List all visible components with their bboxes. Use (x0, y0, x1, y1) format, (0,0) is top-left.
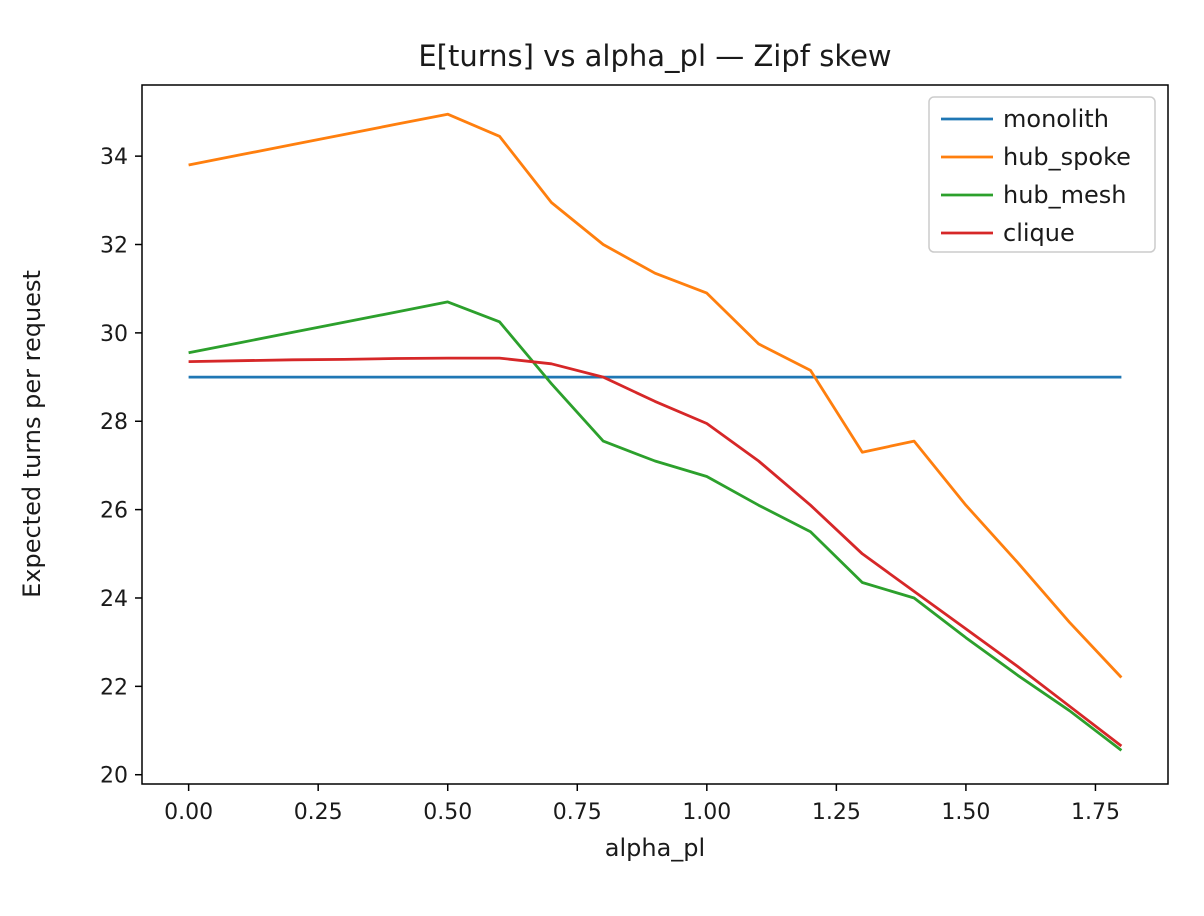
y-tick-label: 32 (100, 234, 128, 259)
legend: monolith hub_spoke hub_mesh clique (928, 96, 1156, 253)
series-line-hub_mesh (188, 300, 1123, 752)
legend-box (928, 96, 1156, 253)
series-line-hub_spoke (188, 112, 1123, 679)
y-tick-label: 26 (100, 499, 128, 524)
y-tick-label: 28 (100, 410, 128, 435)
chart-title: E[turns] vs alpha_pl — Zipf skew (418, 39, 891, 73)
x-tick-label: 1.00 (682, 800, 731, 825)
y-axis-label: Expected turns per request (18, 270, 46, 598)
y-tick-label: 20 (100, 764, 128, 789)
x-tick-label: 1.75 (1071, 800, 1120, 825)
legend-item: hub_mesh (941, 181, 1127, 209)
series-line-clique (188, 356, 1123, 748)
legend-item: monolith (941, 105, 1109, 133)
legend-item: hub_spoke (941, 143, 1131, 171)
legend-label-clique: clique (1003, 219, 1075, 247)
x-tick-label: 0.50 (423, 800, 472, 825)
axes-layer: 0.00 0.25 0.50 0.75 1.00 1.25 1.50 1.75 20 22 24 26… (100, 84, 1169, 825)
y-tick-label: 34 (100, 145, 128, 170)
y-tick-label: 30 (100, 322, 128, 347)
y-tick-label: 24 (100, 587, 128, 612)
x-tick-label: 0.00 (164, 800, 213, 825)
legend-label-hub-spoke: hub_spoke (1003, 143, 1131, 171)
y-tick-label: 22 (100, 675, 128, 700)
x-tick-label: 1.25 (812, 800, 861, 825)
series-layer (188, 112, 1123, 752)
x-tick-label: 0.75 (553, 800, 602, 825)
legend-label-monolith: monolith (1003, 105, 1109, 133)
x-tick-label: 0.25 (294, 800, 343, 825)
x-tick-label: 1.50 (941, 800, 990, 825)
legend-item: clique (941, 219, 1075, 247)
legend-label-hub-mesh: hub_mesh (1003, 181, 1127, 209)
x-axis-label: alpha_pl (605, 834, 705, 862)
plot-border (141, 84, 1169, 785)
